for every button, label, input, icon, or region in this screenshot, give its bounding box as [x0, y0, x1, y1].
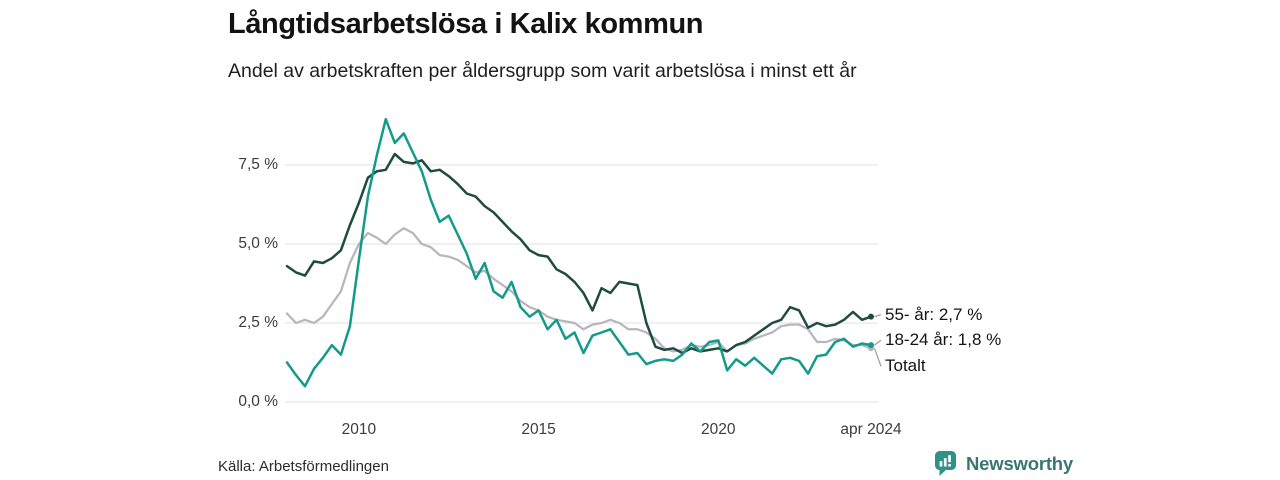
series-line-totalt [285, 227, 873, 353]
x-tick-label: apr 2024 [840, 421, 902, 438]
series-line-55-r [285, 152, 873, 355]
annotation-connector [874, 314, 882, 318]
y-tick-label: 2,5 % [238, 314, 278, 331]
annotation-connector [873, 348, 882, 367]
newsworthy-bubble-chart-icon [935, 451, 956, 476]
series-line-18-24-r [285, 117, 873, 388]
series-end-dot-55-r [868, 313, 874, 320]
source-note: Källa: Arbetsförmedlingen [218, 458, 389, 475]
x-tick-label: 2015 [521, 421, 556, 438]
y-tick-label: 7,5 % [238, 156, 278, 174]
annotation-totalt: Totalt [885, 356, 926, 376]
newsworthy-logo[interactable]: Newsworthy [934, 450, 1073, 478]
annotation-connector [874, 339, 882, 346]
annotation-18-24-r: 18-24 år: 1,8 % [885, 330, 1002, 350]
series-end-dot-18-24-r [868, 342, 874, 349]
newsworthy-wordmark: Newsworthy [966, 453, 1073, 474]
page-subtitle: Andel av arbetskraften per åldersgrupp s… [228, 60, 857, 82]
page-title: Långtidsarbetslösa i Kalix kommun [228, 8, 704, 40]
annotation-55-r: 55- år: 2,7 % [885, 304, 983, 324]
x-tick-label: 2010 [341, 421, 377, 438]
y-tick-label: 5,0 % [238, 235, 278, 252]
x-tick-label: 2020 [701, 421, 736, 438]
y-tick-label: 0,0 % [238, 393, 278, 410]
